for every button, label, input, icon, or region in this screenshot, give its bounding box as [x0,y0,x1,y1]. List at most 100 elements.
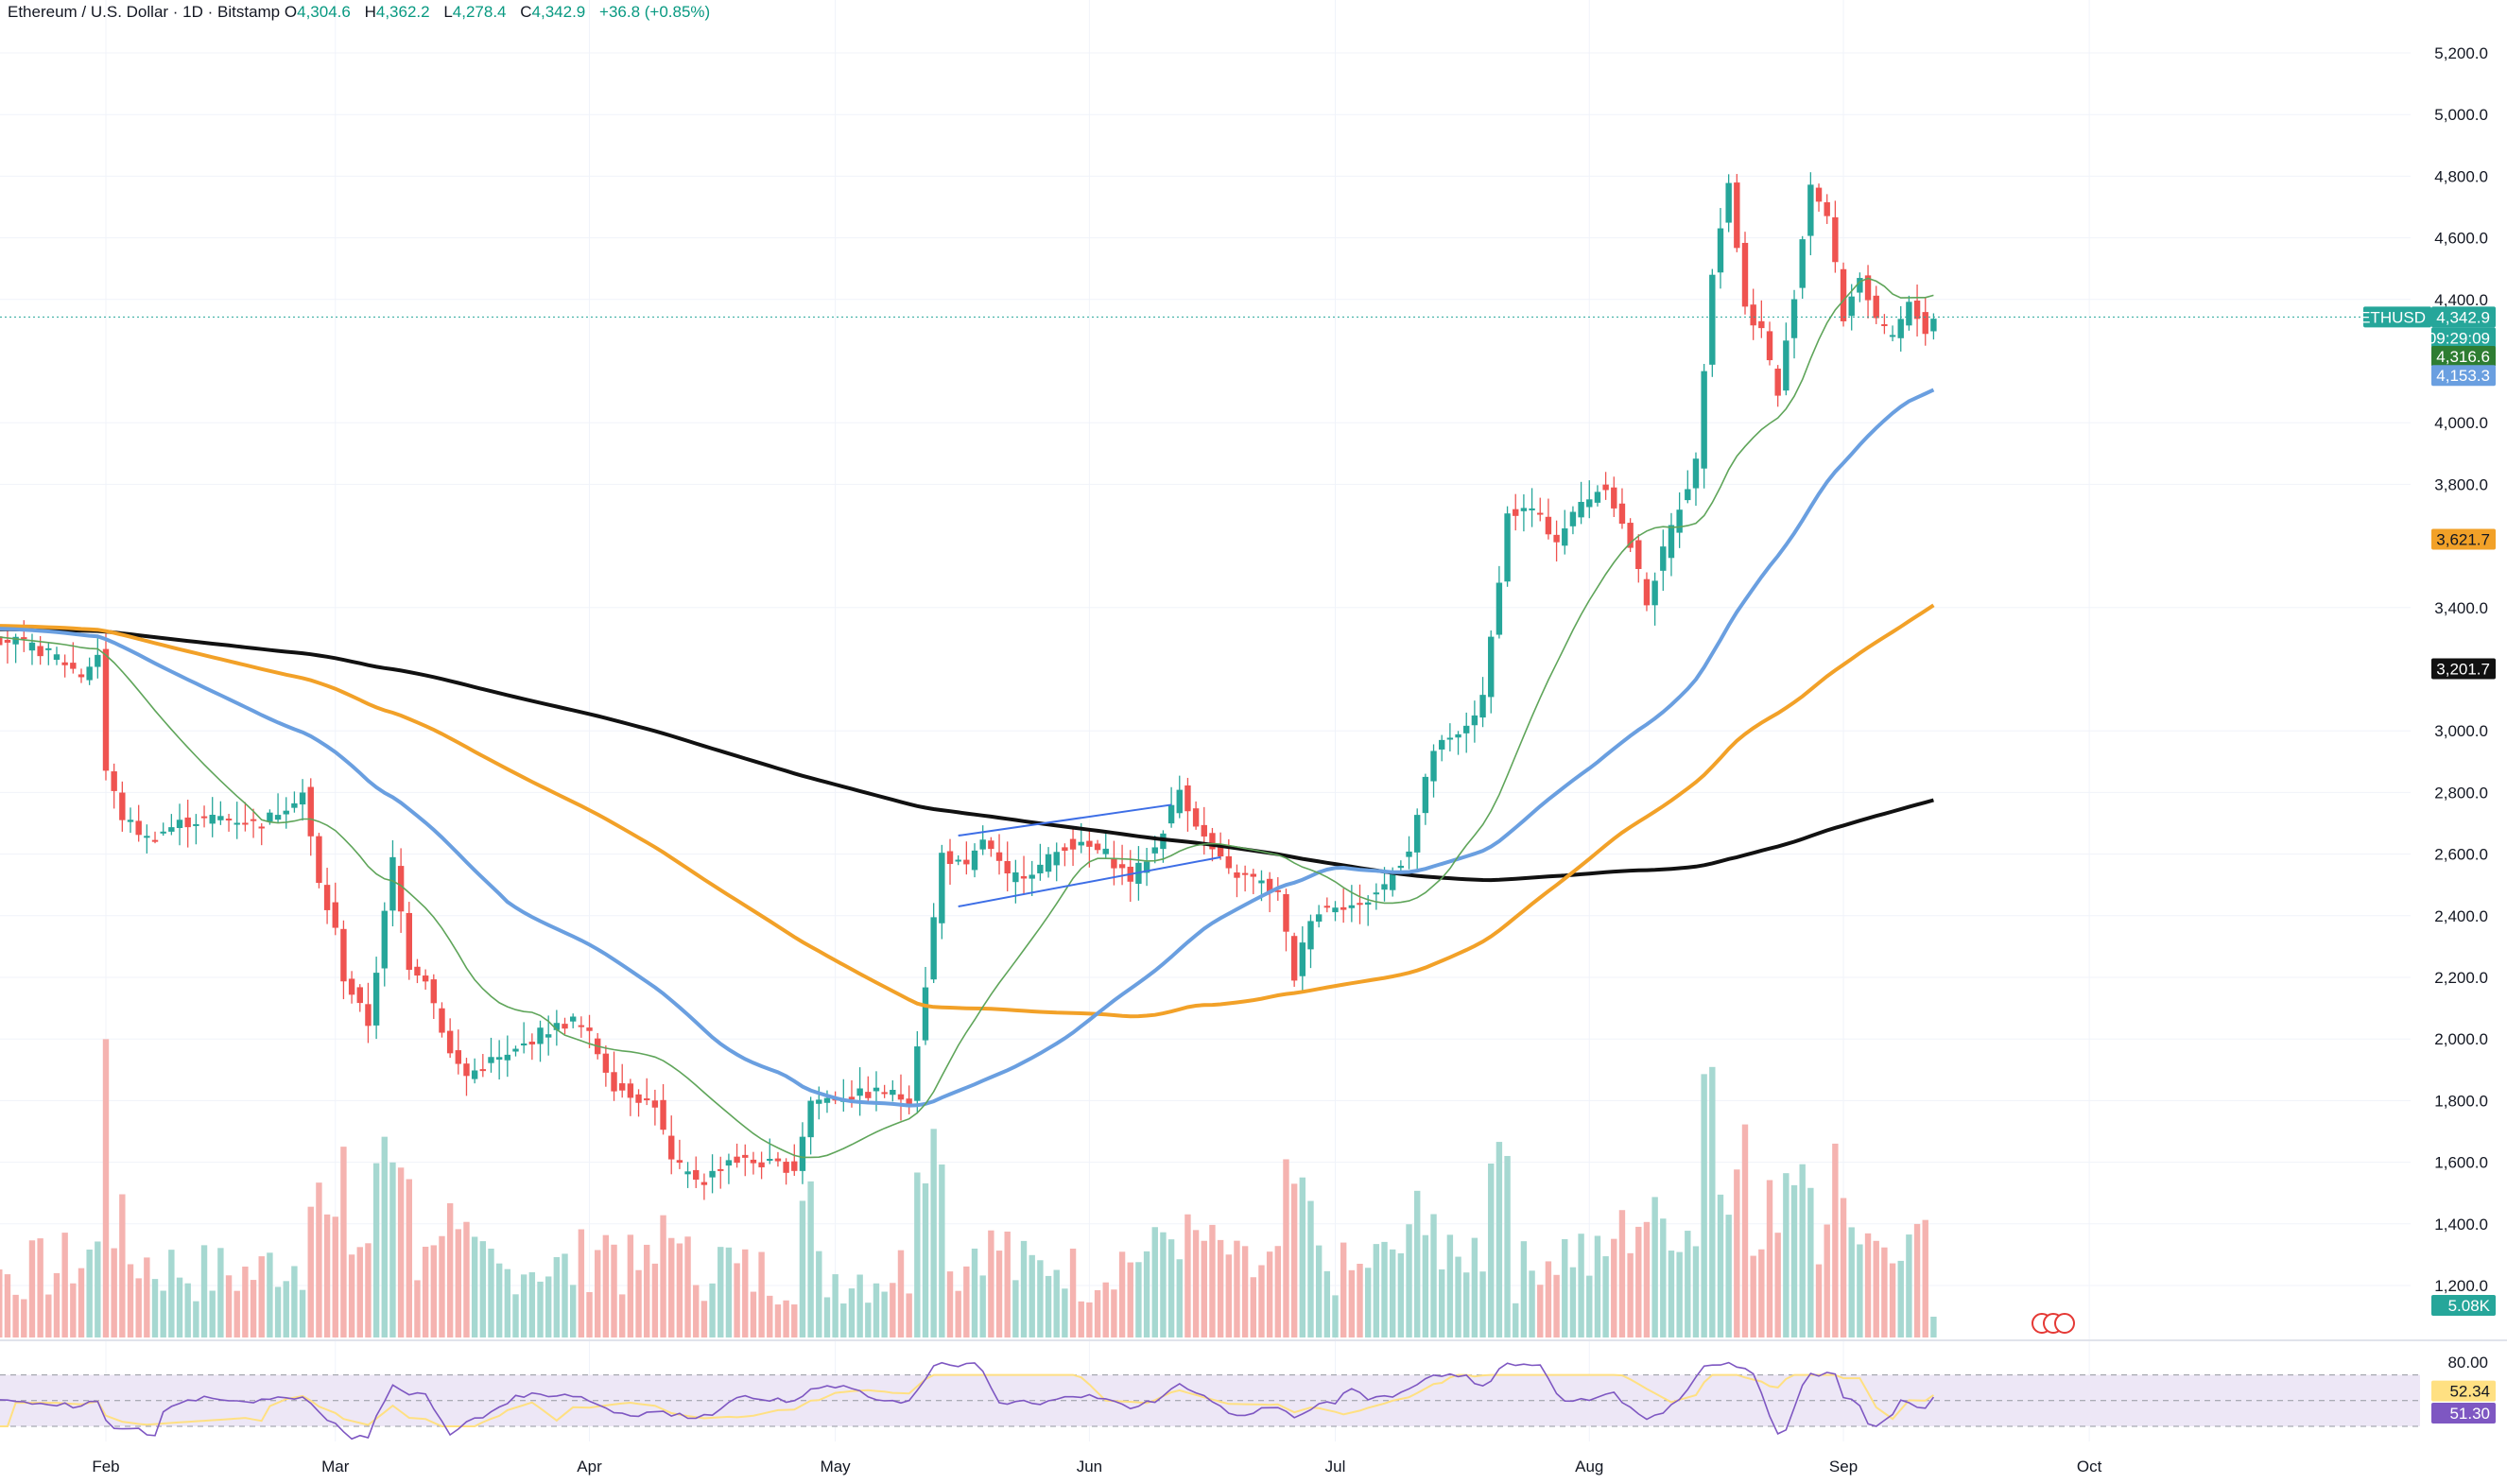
volume-bar [881,1291,888,1337]
volume-bar [856,1274,863,1337]
volume-bar [45,1294,52,1337]
candle-body [1496,582,1503,635]
candle-body [160,831,166,834]
candle-body [1234,872,1240,878]
candle-body [127,820,134,822]
candle-body [1643,578,1651,606]
candle-body [791,1161,798,1171]
price-tick-label: 1,200.0 [2434,1277,2488,1295]
volume-bar [799,1200,806,1337]
volume-bar [897,1250,905,1337]
rsi-line [0,1361,1935,1441]
sma200-value-badge: 3,201.7 [2431,658,2496,680]
low-key: L [443,3,453,21]
volume-bar [865,1303,872,1337]
volume-bar [602,1234,610,1337]
candle-body [1578,501,1584,518]
volume-bar [1340,1242,1347,1337]
candle-body [446,1030,454,1054]
volume-bar [1167,1239,1175,1337]
price-tick-label: 1,800.0 [2434,1092,2488,1110]
volume-bar [553,1256,561,1337]
candle-body [1824,201,1830,216]
volume-bar [217,1248,224,1337]
volume-bar [1111,1289,1117,1337]
volume-bar [78,1268,85,1337]
candle-body [1717,228,1724,273]
volume-bar [840,1303,847,1337]
candle-body [906,1098,912,1107]
candle-body [12,636,19,645]
volume-bar [307,1206,314,1337]
candle-body [1102,848,1109,854]
candle-body [1274,889,1282,892]
volume-bar [774,1304,782,1337]
candle-body [553,1023,561,1030]
candle-body [455,1050,462,1064]
candle-body [651,1100,659,1108]
volume-bar [356,1247,363,1337]
sma200-line [0,627,1934,883]
candle-body [1848,296,1855,317]
volume-bar [1815,1264,1823,1337]
volume-bar [1332,1295,1339,1337]
candle-body [95,654,101,667]
candle-body [1513,509,1519,516]
sma50-line [0,388,1935,1108]
volume-bar [144,1257,150,1337]
candle-body [856,1088,863,1096]
volume-bar [1274,1246,1282,1337]
volume-bar [1807,1187,1814,1337]
price-tick-label: 5,200.0 [2434,44,2488,62]
volume-bar [1783,1173,1789,1337]
candle-body [1783,340,1789,391]
ethusd-symbol-text: ETHUSD [2360,308,2426,326]
candle-body [242,822,249,825]
volume-bar [569,1285,577,1337]
volume-bar [1151,1227,1158,1337]
candle-body [767,1158,773,1161]
volume-bar [955,1290,961,1337]
price-axis[interactable]: 5,200.0 5,000.0 4,800.0 4,600.0 4,400.0 4,000… [2434,44,2488,1423]
candle-body [676,1160,683,1164]
countdown-text: 09:29:09 [2428,329,2490,347]
price-tick-label: 4,400.0 [2434,291,2488,309]
flag-icon [2032,1313,2075,1334]
candle-body [1373,892,1380,895]
candle-body [1167,804,1175,824]
volume-bar [595,1250,601,1337]
symbol-header[interactable]: Ethereum / U.S. Dollar · 1D · Bitstamp O… [8,3,710,22]
volume-bar [1234,1240,1240,1337]
candle-body [1520,508,1528,511]
candle-body [644,1098,650,1101]
volume-bar [562,1253,568,1337]
candle-body [1315,914,1323,923]
time-axis[interactable]: Feb Mar Apr May Jun Jul Aug Sep Oct [92,1458,2101,1475]
volume-bar [209,1290,216,1337]
candle-body [660,1099,666,1130]
volume-bar [151,1279,159,1337]
volume-bar [127,1264,134,1337]
volume-bar [1618,1210,1626,1337]
candle-body [1881,323,1888,326]
volume-bar [1758,1249,1765,1337]
candle-body [528,1041,536,1044]
candle-body [102,648,110,771]
volume-bar [1135,1262,1142,1337]
volume-bar [742,1249,749,1337]
candle-body [807,1100,814,1138]
volume-bar [1389,1249,1396,1337]
candle-body [430,979,437,1004]
candle-body [955,859,961,862]
volume-bar [111,1248,117,1337]
candle-body [1725,182,1732,223]
volume-bar [1520,1241,1528,1337]
candle-body [1750,304,1756,326]
symbol-title[interactable]: Ethereum / U.S. Dollar · 1D · Bitstamp [8,3,281,21]
volume-bar [1184,1214,1191,1337]
volume-bar [1889,1263,1896,1337]
volume-bar [718,1247,724,1337]
volume-bar [1692,1246,1700,1337]
candle-body [1897,319,1904,338]
